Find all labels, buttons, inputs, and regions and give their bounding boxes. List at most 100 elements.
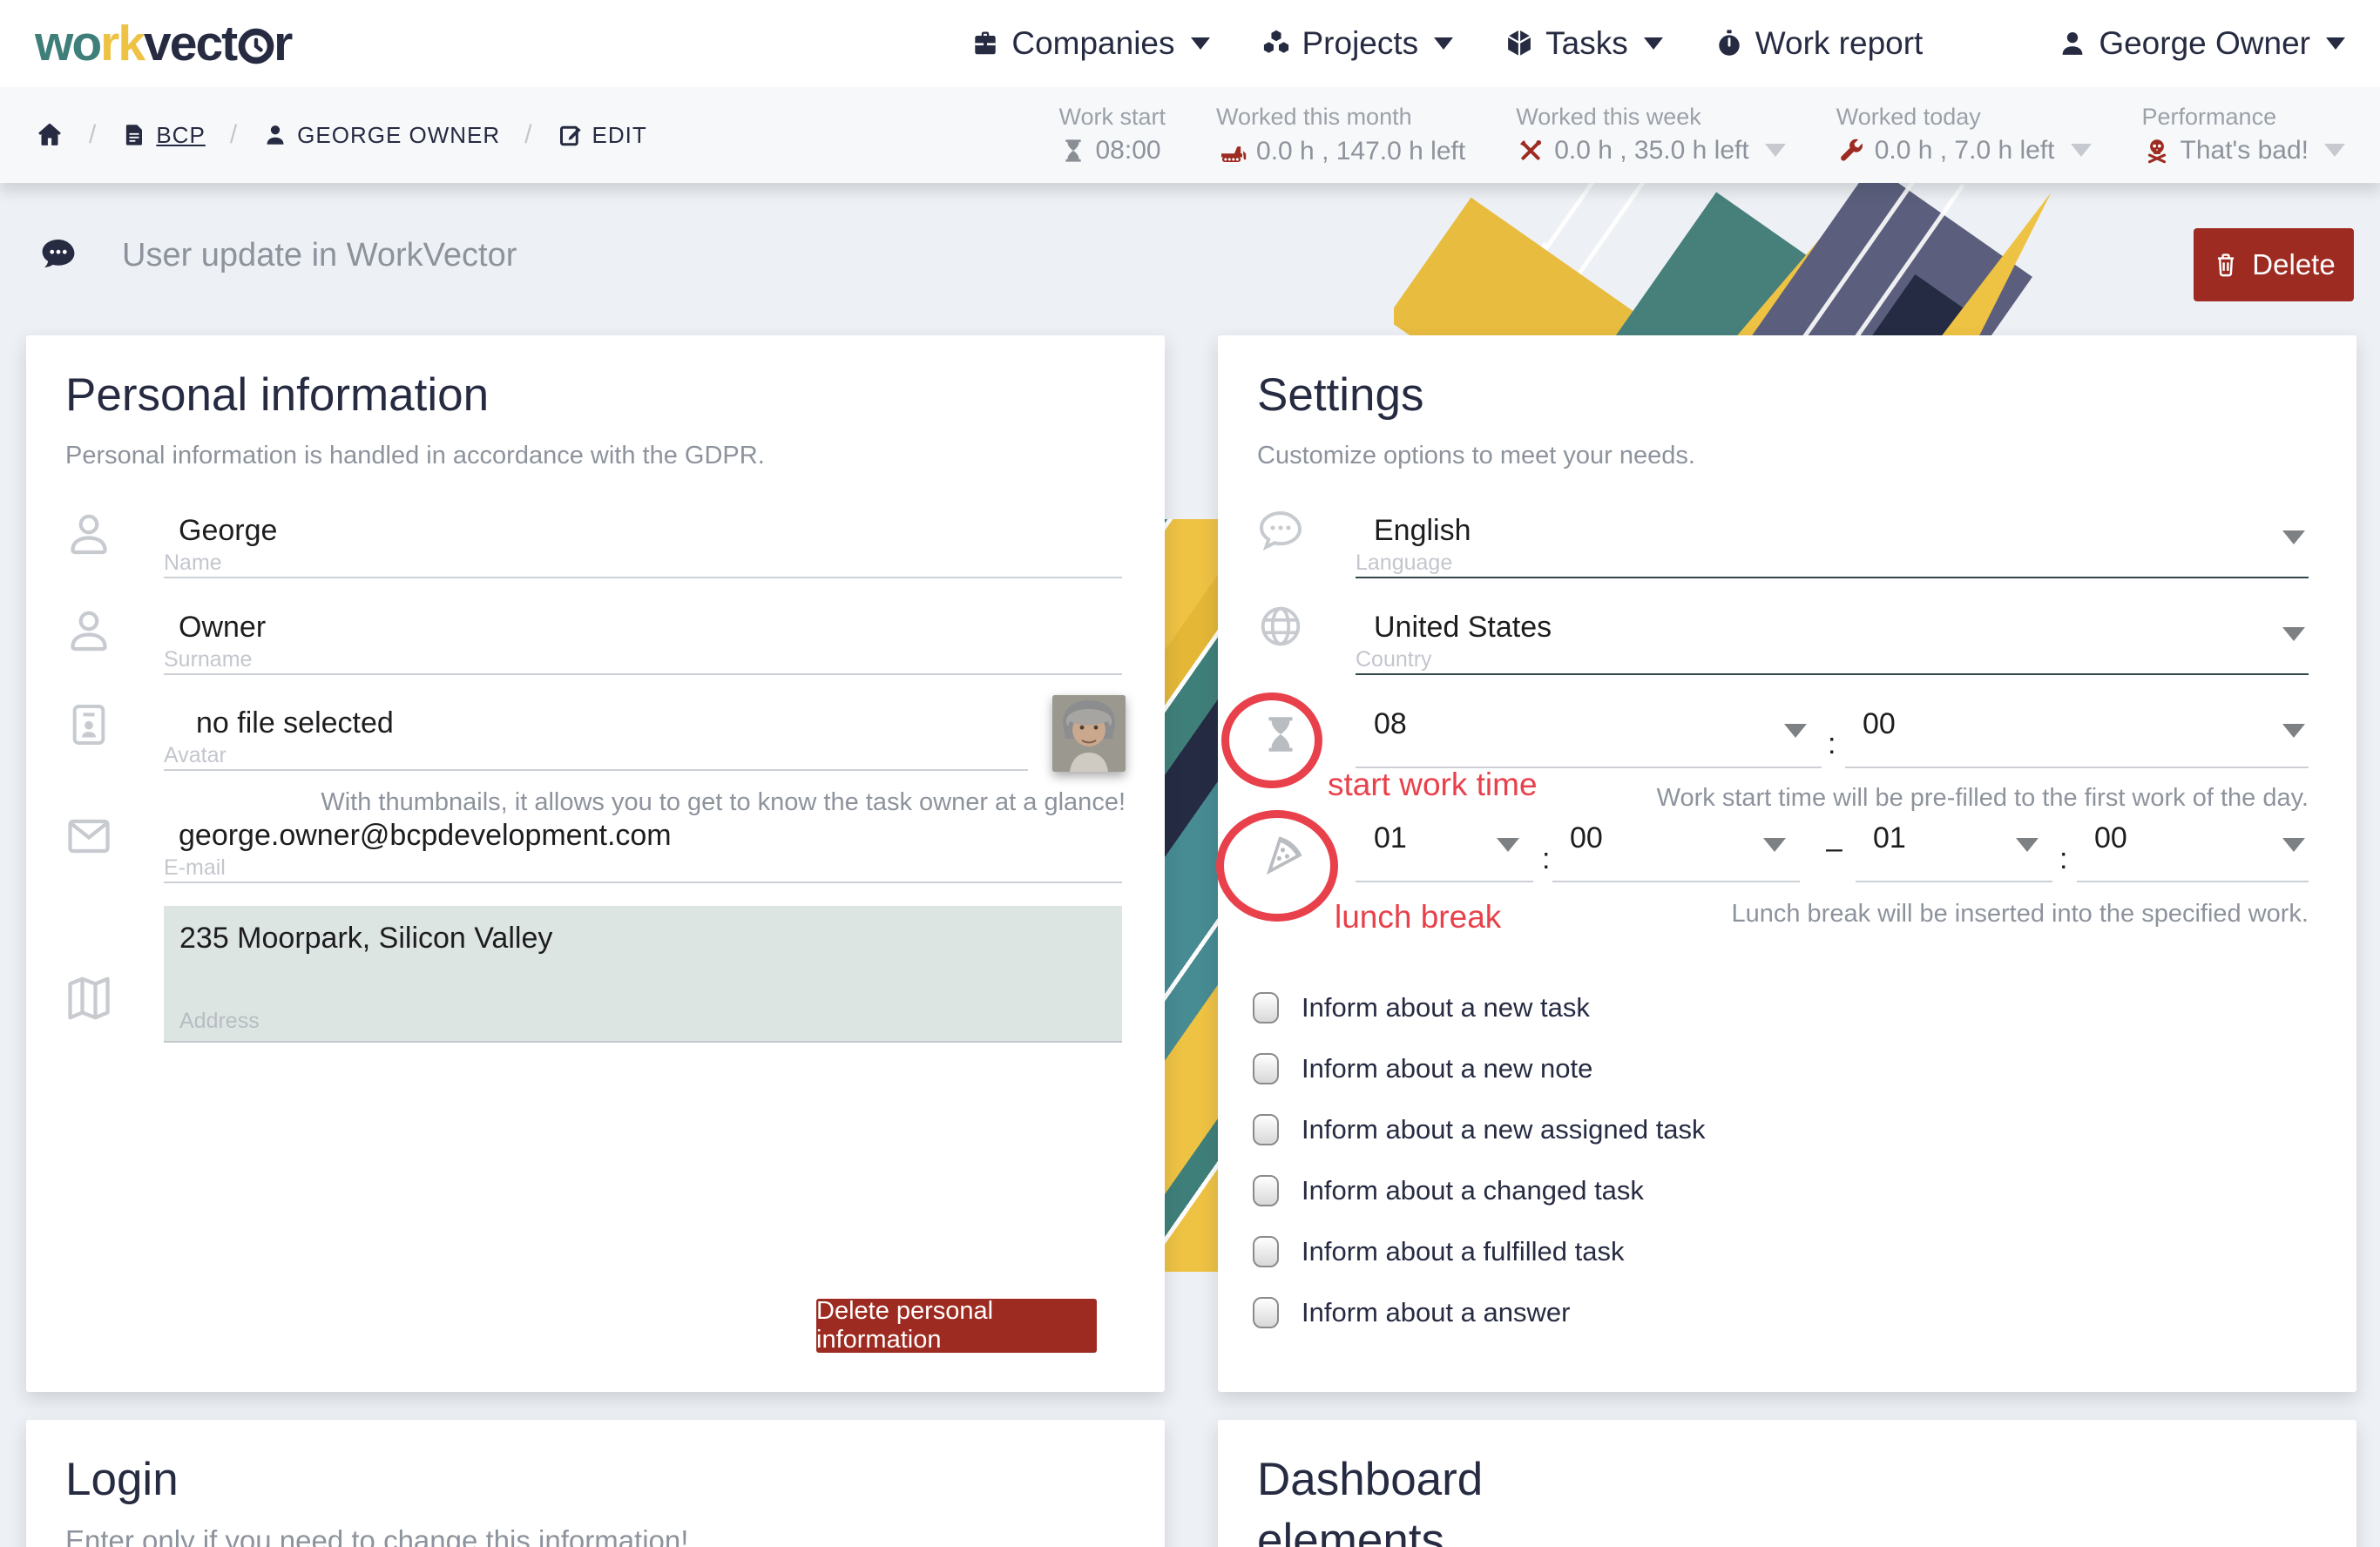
dashboard-title-line1: Dashboard bbox=[1257, 1454, 1484, 1505]
caret-down-icon[interactable] bbox=[2282, 724, 2305, 738]
lunch-from-minute-select[interactable]: 00 bbox=[1570, 821, 1603, 855]
lunch-from-minute-underline bbox=[1552, 881, 1800, 882]
work-start-hour-underline bbox=[1356, 767, 1822, 768]
checkbox-row-changed-task[interactable]: Inform about a changed task bbox=[1253, 1175, 1644, 1206]
avatar-photo bbox=[1052, 695, 1126, 772]
time-colon: : bbox=[2059, 842, 2068, 875]
main-nav: Companies Projects Tasks Work report Geo… bbox=[970, 25, 2345, 62]
email-underline bbox=[164, 882, 1122, 883]
lunch-from-hour-select[interactable]: 01 bbox=[1374, 821, 1407, 855]
breadcrumb-company-label: BCP bbox=[156, 121, 206, 148]
lunch-to-minute-underline bbox=[2077, 881, 2309, 882]
checkbox-fulfilled-task[interactable] bbox=[1253, 1236, 1279, 1267]
language-underline bbox=[1356, 577, 2309, 578]
checkbox-row-new-assigned-task[interactable]: Inform about a new assigned task bbox=[1253, 1114, 1706, 1145]
breadcrumb-home[interactable] bbox=[35, 120, 64, 150]
surname-underline bbox=[164, 673, 1122, 675]
checkbox-new-task[interactable] bbox=[1253, 992, 1279, 1023]
breadcrumb-user-label: GEORGE OWNER bbox=[297, 121, 501, 148]
crossed-tools-icon bbox=[1520, 139, 1542, 160]
caret-down-icon[interactable] bbox=[2016, 838, 2039, 852]
caret-down-icon[interactable] bbox=[1763, 838, 1786, 852]
caret-down-icon[interactable] bbox=[1784, 724, 1807, 738]
delete-personal-information-button[interactable]: Delete personal information bbox=[816, 1297, 1097, 1354]
stat-work-start-label: Work start bbox=[1058, 103, 1166, 130]
trash-icon bbox=[2218, 253, 2235, 277]
stat-worked-week-value-row[interactable]: 0.0 h , 35.0 h left bbox=[1516, 136, 1786, 166]
email-input[interactable]: george.owner@bcpdevelopment.com bbox=[179, 819, 672, 852]
caret-down-icon[interactable] bbox=[2282, 627, 2305, 641]
caret-down-icon bbox=[1764, 144, 1786, 157]
bulldozer-icon bbox=[1221, 145, 1247, 162]
country-select[interactable]: United States bbox=[1374, 611, 1552, 644]
stat-worked-month-label: Worked this month bbox=[1216, 103, 1412, 130]
caret-down-icon bbox=[1190, 37, 1210, 50]
language-select[interactable]: English bbox=[1374, 514, 1471, 547]
email-label: E-mail bbox=[164, 855, 226, 880]
nav-tasks[interactable]: Tasks bbox=[1504, 25, 1663, 62]
checkbox-new-assigned-task[interactable] bbox=[1253, 1114, 1279, 1145]
stat-worked-today-value: 0.0 h , 7.0 h left bbox=[1874, 135, 2055, 165]
stat-worked-week-value: 0.0 h , 35.0 h left bbox=[1554, 135, 1749, 165]
nav-projects[interactable]: Projects bbox=[1261, 25, 1454, 62]
stat-performance-value-row[interactable]: That's bad! bbox=[2142, 136, 2345, 166]
breadcrumb-edit[interactable]: EDIT bbox=[558, 122, 647, 149]
checkbox-new-note[interactable] bbox=[1253, 1053, 1279, 1084]
person-icon bbox=[61, 505, 117, 565]
login-card: Login Enter only if you need to change t… bbox=[26, 1420, 1165, 1547]
time-colon: : bbox=[1828, 727, 1836, 760]
work-start-minute-select[interactable]: 00 bbox=[1863, 707, 1896, 740]
lunch-to-hour-select[interactable]: 01 bbox=[1873, 821, 1906, 855]
speech-bubble-icon bbox=[42, 239, 75, 267]
nav-companies-label: Companies bbox=[1011, 25, 1175, 61]
breadcrumb-user[interactable]: GEORGE OWNER bbox=[262, 122, 500, 149]
avatar-underline bbox=[164, 769, 1028, 771]
lunch-to-minute-select[interactable]: 00 bbox=[2094, 821, 2127, 855]
home-icon bbox=[38, 123, 61, 145]
nav-projects-label: Projects bbox=[1302, 25, 1419, 61]
settings-title: Settings bbox=[1257, 369, 1424, 421]
checkbox-changed-task[interactable] bbox=[1253, 1175, 1279, 1206]
name-input[interactable]: George bbox=[179, 514, 278, 547]
caret-down-icon bbox=[1643, 37, 1663, 50]
nav-user-label: George Owner bbox=[2099, 25, 2310, 61]
stat-work-start-value: 08:00 bbox=[1095, 135, 1161, 165]
avatar-file-input[interactable]: no file selected bbox=[196, 706, 394, 740]
stat-performance-value: That's bad! bbox=[2180, 135, 2309, 165]
breadcrumb-company[interactable]: BCP bbox=[121, 122, 205, 149]
workvector-logo[interactable]: wo rk vect r bbox=[35, 15, 293, 72]
nav-work-report[interactable]: Work report bbox=[1714, 25, 1923, 62]
personal-information-card: Personal information Personal informatio… bbox=[26, 335, 1165, 1392]
cubes-icon bbox=[1263, 30, 1288, 53]
caret-down-icon[interactable] bbox=[2282, 530, 2305, 544]
address-textarea[interactable]: 235 Moorpark, Silicon Valley Address bbox=[164, 906, 1122, 1043]
delete-user-button[interactable]: Delete bbox=[2194, 228, 2354, 301]
checkbox-answer-label: Inform about a answer bbox=[1302, 1297, 1571, 1327]
stat-performance-label: Performance bbox=[2141, 103, 2277, 130]
address-label: Address bbox=[179, 1009, 260, 1033]
checkbox-row-new-note[interactable]: Inform about a new note bbox=[1253, 1053, 1592, 1084]
breadcrumb-stats-bar: / BCP / GEORGE OWNER / EDIT Work start bbox=[0, 87, 2380, 183]
delete-personal-information-label: Delete personal information bbox=[816, 1297, 994, 1354]
nav-companies[interactable]: Companies bbox=[970, 25, 1210, 62]
caret-down-icon[interactable] bbox=[1497, 838, 1519, 852]
checkbox-row-fulfilled-task[interactable]: Inform about a fulfilled task bbox=[1253, 1236, 1624, 1267]
settings-subtitle: Customize options to meet your needs. bbox=[1257, 442, 1695, 470]
stat-worked-today-value-row[interactable]: 0.0 h , 7.0 h left bbox=[1836, 136, 2092, 166]
country-underline bbox=[1356, 673, 2309, 675]
surname-input[interactable]: Owner bbox=[179, 611, 267, 644]
checkbox-answer[interactable] bbox=[1253, 1297, 1279, 1328]
avatar-label: Avatar bbox=[164, 743, 227, 767]
checkbox-row-new-task[interactable]: Inform about a new task bbox=[1253, 992, 1590, 1023]
settings-card: Settings Customize options to meet your … bbox=[1218, 335, 2356, 1392]
logo-part-rk: rk bbox=[100, 16, 145, 71]
checkbox-row-answer[interactable]: Inform about a answer bbox=[1253, 1297, 1570, 1328]
work-start-hour-select[interactable]: 08 bbox=[1374, 707, 1407, 740]
logo-part-wo: wo bbox=[35, 16, 102, 71]
breadcrumb: / BCP / GEORGE OWNER / EDIT bbox=[35, 120, 647, 150]
checkbox-new-assigned-task-label: Inform about a new assigned task bbox=[1302, 1114, 1706, 1145]
cube-icon bbox=[1507, 30, 1531, 57]
nav-user-menu[interactable]: George Owner bbox=[2057, 25, 2345, 62]
annotation-circle-start-work-time bbox=[1221, 692, 1322, 788]
caret-down-icon[interactable] bbox=[2282, 838, 2305, 852]
